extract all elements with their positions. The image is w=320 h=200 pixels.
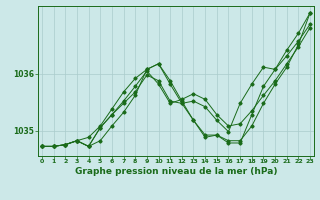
X-axis label: Graphe pression niveau de la mer (hPa): Graphe pression niveau de la mer (hPa) bbox=[75, 167, 277, 176]
